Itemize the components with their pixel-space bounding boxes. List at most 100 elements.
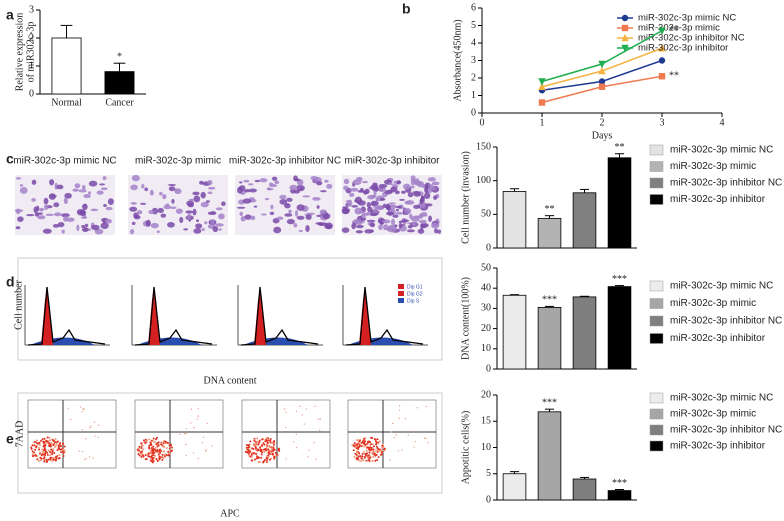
cell [208, 186, 216, 190]
event [364, 436, 367, 439]
cell [388, 202, 397, 205]
cell [351, 222, 357, 230]
event [57, 444, 60, 447]
event [36, 442, 39, 445]
cell [316, 181, 323, 186]
event [427, 441, 429, 444]
cell [210, 219, 215, 225]
cell [407, 192, 414, 198]
legend-label: miR-302c-3p inhibitor NC [638, 33, 745, 44]
point [538, 99, 546, 106]
event [38, 441, 41, 444]
cell [163, 204, 172, 210]
event [270, 448, 273, 451]
event [170, 446, 173, 449]
event [51, 459, 54, 462]
event [54, 445, 57, 448]
cell [294, 178, 300, 182]
cell [436, 229, 442, 234]
cell [293, 223, 298, 228]
point [598, 78, 606, 85]
cell [433, 195, 438, 200]
event [151, 458, 154, 461]
cell [259, 178, 268, 183]
cell [242, 198, 252, 204]
cell [238, 185, 246, 191]
event [275, 453, 278, 456]
event [206, 422, 208, 425]
y-tick-label: 0 [486, 242, 491, 253]
event [261, 451, 264, 454]
event [39, 439, 42, 442]
panel-label: d [6, 274, 15, 290]
cell [218, 228, 222, 231]
event [81, 410, 84, 413]
cell [361, 212, 371, 216]
cell [378, 224, 383, 231]
cell [395, 208, 399, 212]
point [658, 57, 666, 64]
event [156, 442, 159, 445]
cell [382, 219, 391, 224]
event [269, 441, 272, 444]
cell [369, 222, 376, 228]
cell [349, 192, 355, 198]
event [136, 448, 139, 451]
event [261, 438, 264, 441]
cell [406, 229, 415, 233]
y-tick-label: 0 [486, 494, 491, 505]
event [303, 423, 305, 425]
y-axis-label: Cell number (invasion) [460, 151, 471, 244]
cell [343, 178, 350, 185]
cell [131, 174, 140, 182]
y-tick-label: 2 [471, 72, 476, 83]
event [62, 454, 65, 457]
event [262, 461, 265, 464]
event [58, 457, 61, 460]
cell [345, 200, 352, 203]
event [147, 452, 150, 455]
event [157, 444, 160, 447]
cell [413, 178, 417, 183]
bar [502, 294, 527, 370]
bar [607, 286, 632, 370]
legend-swatch [649, 177, 664, 189]
y-tick-label: 0 [29, 88, 34, 99]
event [414, 440, 417, 443]
cell [379, 197, 386, 201]
event [152, 445, 155, 448]
legend-label: miR-302c-3p inhibitor [670, 441, 766, 452]
bar [607, 157, 632, 249]
cell [149, 189, 154, 196]
event [404, 417, 407, 420]
event [266, 458, 269, 461]
cell [192, 191, 200, 196]
cell [370, 200, 379, 206]
event [169, 443, 172, 446]
cell [63, 197, 68, 205]
event [356, 456, 359, 459]
event [151, 461, 154, 464]
cell [403, 183, 411, 190]
legend-label: miR-302c-3p inhibitor [638, 43, 728, 54]
legend-label: miR-302c-3p mimic [670, 161, 756, 172]
cell [395, 205, 403, 209]
cell [300, 187, 304, 190]
cell [102, 176, 107, 181]
event [185, 428, 188, 430]
cell [390, 186, 398, 192]
cell [274, 180, 280, 185]
event [48, 444, 51, 447]
cell [370, 184, 379, 191]
event [56, 440, 59, 443]
cell [88, 180, 98, 187]
event [31, 453, 34, 456]
cell [195, 223, 203, 229]
event [81, 429, 84, 431]
cell [175, 208, 183, 214]
cell [215, 207, 223, 211]
cell [403, 207, 412, 215]
y-tick-label: 3 [471, 55, 476, 66]
event [398, 417, 400, 419]
event [159, 452, 162, 455]
